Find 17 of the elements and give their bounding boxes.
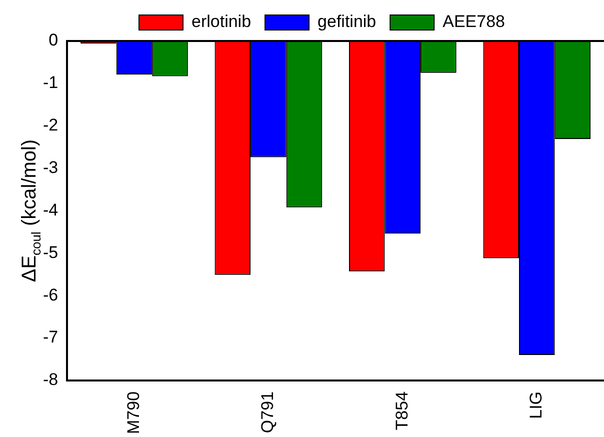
legend-label: erlotinib [191, 12, 252, 32]
x-tick-label: M790 [124, 391, 143, 434]
x-tick-label: Q791 [258, 391, 278, 434]
legend-label: AEE788 [442, 12, 506, 32]
y-tick-label: -4 [42, 200, 58, 220]
y-tick-label: -7 [42, 328, 58, 347]
y-tick-label: -2 [42, 116, 58, 135]
y-tick-label: -1 [42, 73, 58, 92]
x-tick-label: T854 [392, 391, 412, 430]
y-tick-label: -3 [42, 158, 58, 177]
y-tick-label: 0 [48, 30, 58, 50]
y-tick-label: -6 [42, 285, 58, 304]
legend-label: gefitinib [318, 12, 376, 32]
x-tick-label: LIG [526, 391, 546, 419]
y-tick-label: -8 [42, 370, 58, 390]
y-tick-label: -5 [42, 242, 58, 262]
y-axis-title: ΔEcoul (kcal/mol) [18, 139, 44, 282]
